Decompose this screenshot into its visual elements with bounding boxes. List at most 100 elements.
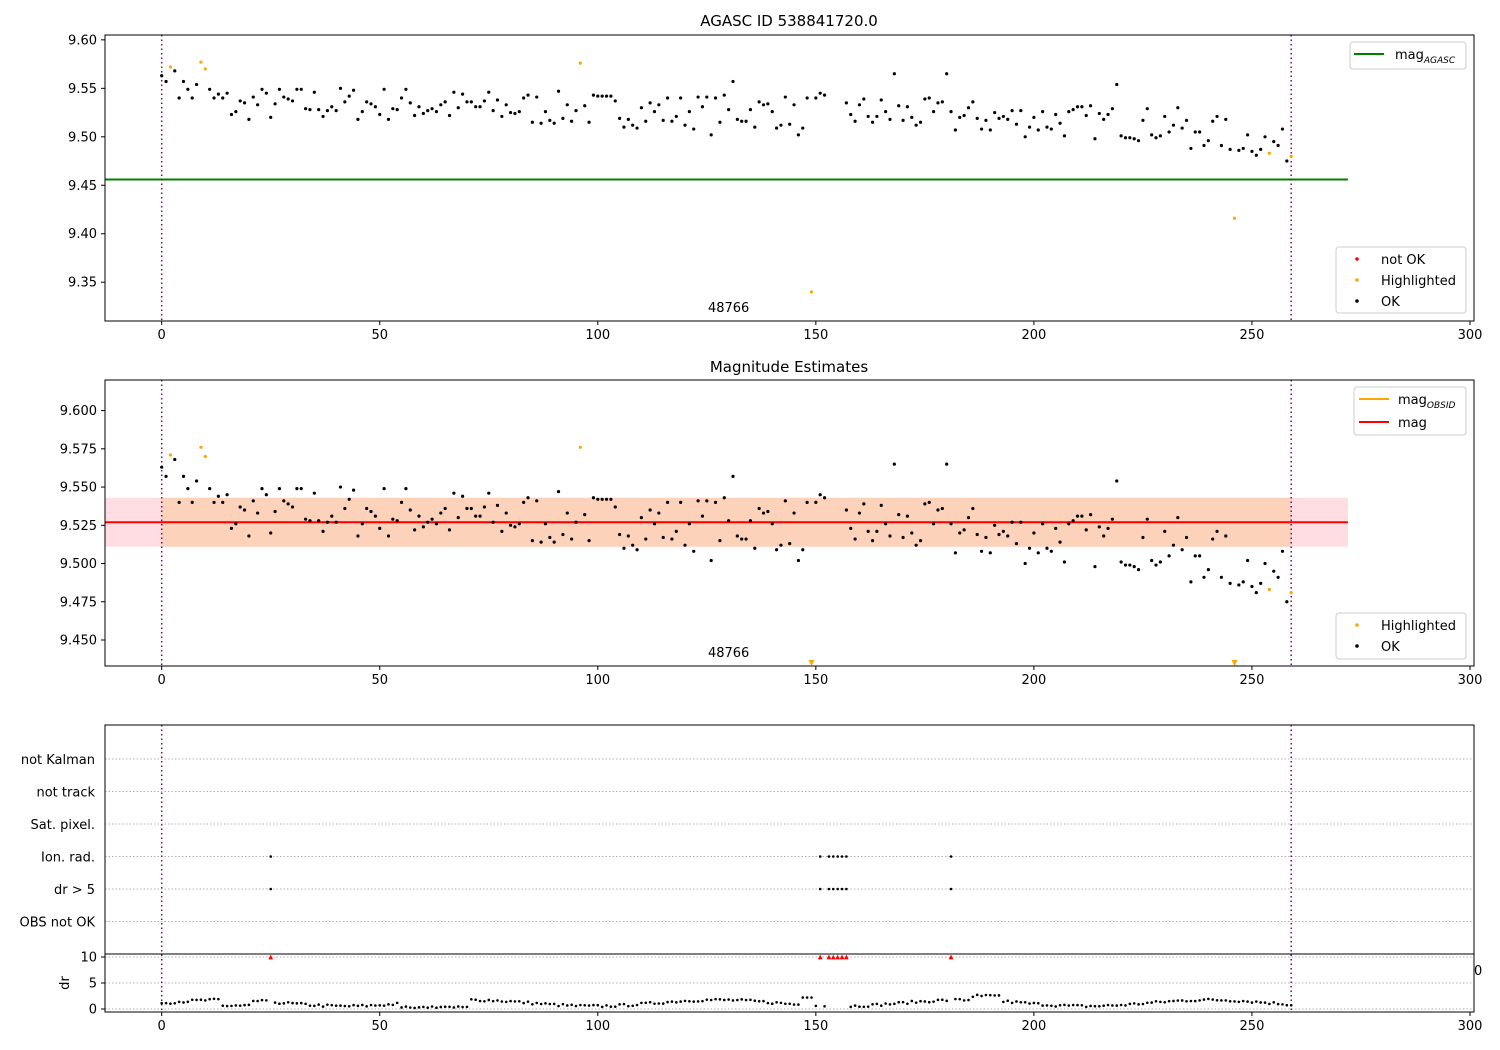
dr-point [980,994,983,998]
ok-point [897,512,901,517]
ok-point [1136,568,1141,572]
p1-ytick-label: 9.55 [68,82,97,97]
ok-point [181,474,186,478]
p1-ytick-label: 9.35 [68,276,97,291]
ok-point [1145,517,1149,521]
dr-point [740,998,744,1001]
ok-point [526,496,530,500]
ok-point [988,551,992,555]
highlighted-point [199,445,203,449]
ok-point [735,534,739,538]
ok-point [683,543,687,547]
ok-point [552,121,556,125]
dr-point [1224,999,1228,1002]
dr-point [1071,1003,1075,1007]
highlighted-point [578,445,582,449]
ok-point [1228,147,1232,151]
dr-point [1015,1000,1018,1003]
dr-point [901,1000,905,1004]
ok-point [264,493,268,497]
dr-point [1006,999,1010,1003]
ok-point [517,109,521,114]
ok-point [1276,575,1280,579]
legend-mag-agasc-subscript: AGASC [1423,56,1456,66]
ok-point [631,123,635,127]
dr-point [884,1002,887,1005]
ok-point [543,522,548,526]
highlighted-point [809,290,814,294]
dr-point [243,1003,246,1007]
p3-xtick-label: 100 [585,1019,610,1034]
dr-point [797,1003,800,1006]
dr-clipped-marker [948,954,954,960]
ok-point [1097,111,1101,116]
dr-point [361,1003,364,1007]
ok-point [1075,105,1080,109]
flag-row-label: dr > 5 [54,883,95,898]
ok-point [1062,134,1067,138]
dr-point [657,1002,661,1005]
ok-point [434,522,439,526]
ok-point [744,537,748,541]
p3-frame [104,724,1475,1013]
ok-point [1163,114,1167,119]
ok-point [801,126,805,130]
ok-point [395,108,399,112]
dr-point [408,1006,412,1009]
flag-row-label: Ion. rad. [41,851,95,866]
dr-point [217,997,220,1001]
ok-point [1032,531,1036,535]
dr-point [923,1000,927,1003]
ok-point [500,114,504,119]
ok-point [447,528,452,532]
ok-point [530,120,534,124]
dr-point [692,1000,696,1003]
ok-point [591,93,596,97]
dr-point [278,1002,281,1005]
dr-clipped-marker [817,954,823,960]
ok-point [443,100,447,104]
ok-point [181,79,186,84]
ok-point [561,532,565,537]
dr-point [1050,1004,1053,1008]
p2-ytick-label: 9.600 [60,404,97,419]
ok-point [216,92,220,96]
ok-point [1058,121,1062,125]
dr-point [1228,1000,1232,1003]
ok-point [1285,600,1289,604]
ok-point [229,526,234,530]
ok-point [1202,575,1206,579]
ok-point [194,82,199,87]
dr-clipped-marker [835,954,841,960]
ok-point [1006,534,1010,538]
ok-point [792,103,796,107]
ok-point [910,115,914,120]
dr-point [548,1002,552,1006]
ok-point [386,534,391,538]
ok-point [251,499,255,503]
ok-point [286,502,290,506]
ok-point [949,109,953,114]
legend-not-ok-label: not OK [1381,253,1426,268]
dr-point [531,1002,534,1006]
ok-point [618,116,622,120]
ok-point [1198,130,1202,134]
ok-point [508,523,513,527]
ok-point [1036,128,1040,132]
ok-point [644,119,648,123]
ok-point [347,497,351,501]
ok-point [953,551,957,555]
ok-point [748,108,753,112]
dr-point [238,1004,242,1007]
ok-point [626,117,630,121]
ok-point [591,496,596,500]
dr-point [871,1002,874,1006]
ok-point [679,500,683,504]
ok-point [382,486,386,491]
ok-point [1045,546,1049,550]
ok-point [1189,146,1193,151]
ok-point [849,526,853,530]
ok-point [822,496,827,500]
ok-point [788,542,792,546]
ok-point [1184,535,1189,540]
